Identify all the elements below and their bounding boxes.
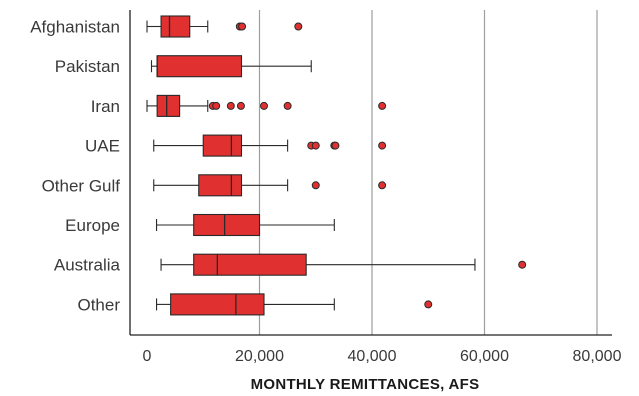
outlier-point (378, 141, 387, 150)
box-iqr (160, 15, 191, 38)
box-iqr (193, 253, 307, 276)
category-label-other: Other (77, 295, 120, 314)
x-tick-label-40000: 40,000 (348, 348, 397, 365)
box-pakistan (150, 55, 312, 78)
box-iqr (156, 94, 181, 117)
outlier-point (236, 101, 245, 110)
outlier-point (378, 101, 387, 110)
category-label-australia: Australia (54, 256, 121, 275)
category-label-pakistan: Pakistan (55, 57, 120, 76)
box-other-gulf (153, 174, 387, 197)
box-iqr (193, 213, 261, 237)
x-tick-label-0: 0 (143, 348, 152, 365)
box-australia (160, 253, 527, 276)
category-label-other-gulf: Other Gulf (42, 176, 121, 195)
box-other (156, 293, 433, 316)
axes (129, 10, 612, 336)
outlier-point (331, 141, 340, 150)
box-iqr (198, 174, 243, 197)
boxes (146, 15, 527, 316)
labels: 0 20,000 40,000 60,000 80,000 Afghanistan Paki… (30, 18, 621, 366)
box-afghanistan (146, 15, 303, 38)
outlier-point (226, 101, 235, 110)
box-iqr (170, 293, 265, 316)
box-iqr (156, 55, 243, 78)
category-label-iran: Iran (91, 97, 120, 116)
outlier-point (294, 22, 303, 31)
outlier-point (238, 22, 247, 31)
category-label-afghanistan: Afghanistan (30, 18, 120, 37)
outlier-point (378, 181, 387, 190)
outlier-point (311, 141, 320, 150)
outlier-point (518, 260, 527, 269)
outlier-point (311, 181, 320, 190)
outlier-point (424, 300, 433, 309)
box-iran (146, 94, 387, 117)
category-label-europe: Europe (65, 216, 120, 235)
x-axis-title: MONTHLY REMITTANCES, AFS (251, 376, 480, 393)
grid-lines (258, 10, 598, 335)
box-europe (156, 213, 335, 237)
x-tick-label-60000: 60,000 (460, 348, 509, 365)
outlier-point (260, 101, 268, 110)
x-tick-label-20000: 20,000 (235, 348, 284, 365)
box-iqr (202, 134, 243, 157)
outlier-point (212, 101, 221, 110)
box-uae (153, 134, 387, 157)
x-tick-label-80000: 80,000 (573, 348, 622, 365)
category-label-uae: UAE (85, 137, 120, 156)
outlier-point (283, 101, 292, 110)
